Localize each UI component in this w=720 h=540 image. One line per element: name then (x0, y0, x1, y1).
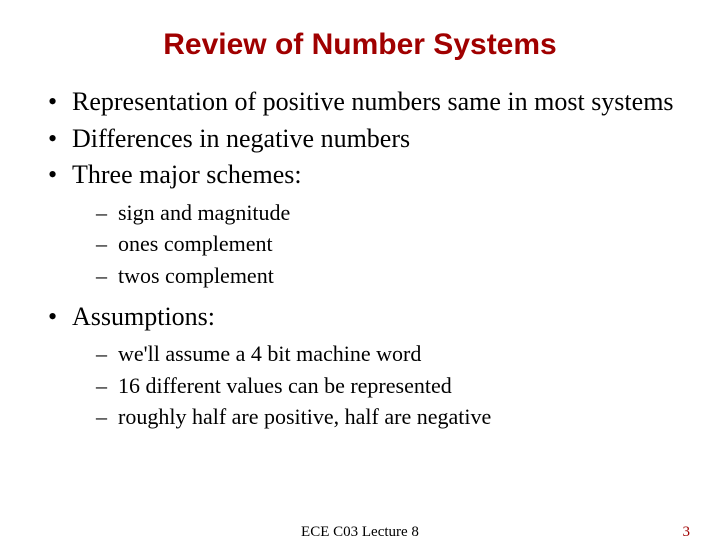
sub-bullet-text: roughly half are positive, half are nega… (118, 404, 491, 429)
footer-center-text: ECE C03 Lecture 8 (0, 524, 720, 540)
sub-list-item: 16 different values can be represented (96, 371, 680, 401)
sub-bullet-text: 16 different values can be represented (118, 373, 452, 398)
sub-list: sign and magnitude ones complement twos … (96, 198, 680, 291)
sub-list-item: ones complement (96, 229, 680, 259)
list-item: Three major schemes: sign and magnitude … (44, 159, 680, 291)
sub-list-item: twos complement (96, 261, 680, 291)
sub-list-item: roughly half are positive, half are nega… (96, 402, 680, 432)
list-item: Assumptions: we'll assume a 4 bit machin… (44, 301, 680, 433)
sub-bullet-text: twos complement (118, 263, 274, 288)
bullet-text: Three major schemes: (72, 160, 302, 189)
bullet-text: Representation of positive numbers same … (72, 87, 674, 116)
list-item: Differences in negative numbers (44, 123, 680, 156)
slide-title: Review of Number Systems (40, 28, 680, 62)
slide: Review of Number Systems Representation … (0, 0, 720, 540)
sub-bullet-text: we'll assume a 4 bit machine word (118, 341, 421, 366)
sub-bullet-text: sign and magnitude (118, 200, 290, 225)
page-number: 3 (683, 524, 691, 540)
bullet-list: Representation of positive numbers same … (44, 86, 680, 432)
sub-bullet-text: ones complement (118, 231, 273, 256)
sub-list: we'll assume a 4 bit machine word 16 dif… (96, 339, 680, 432)
list-item: Representation of positive numbers same … (44, 86, 680, 119)
sub-list-item: we'll assume a 4 bit machine word (96, 339, 680, 369)
bullet-text: Assumptions: (72, 302, 215, 331)
bullet-text: Differences in negative numbers (72, 124, 410, 153)
sub-list-item: sign and magnitude (96, 198, 680, 228)
